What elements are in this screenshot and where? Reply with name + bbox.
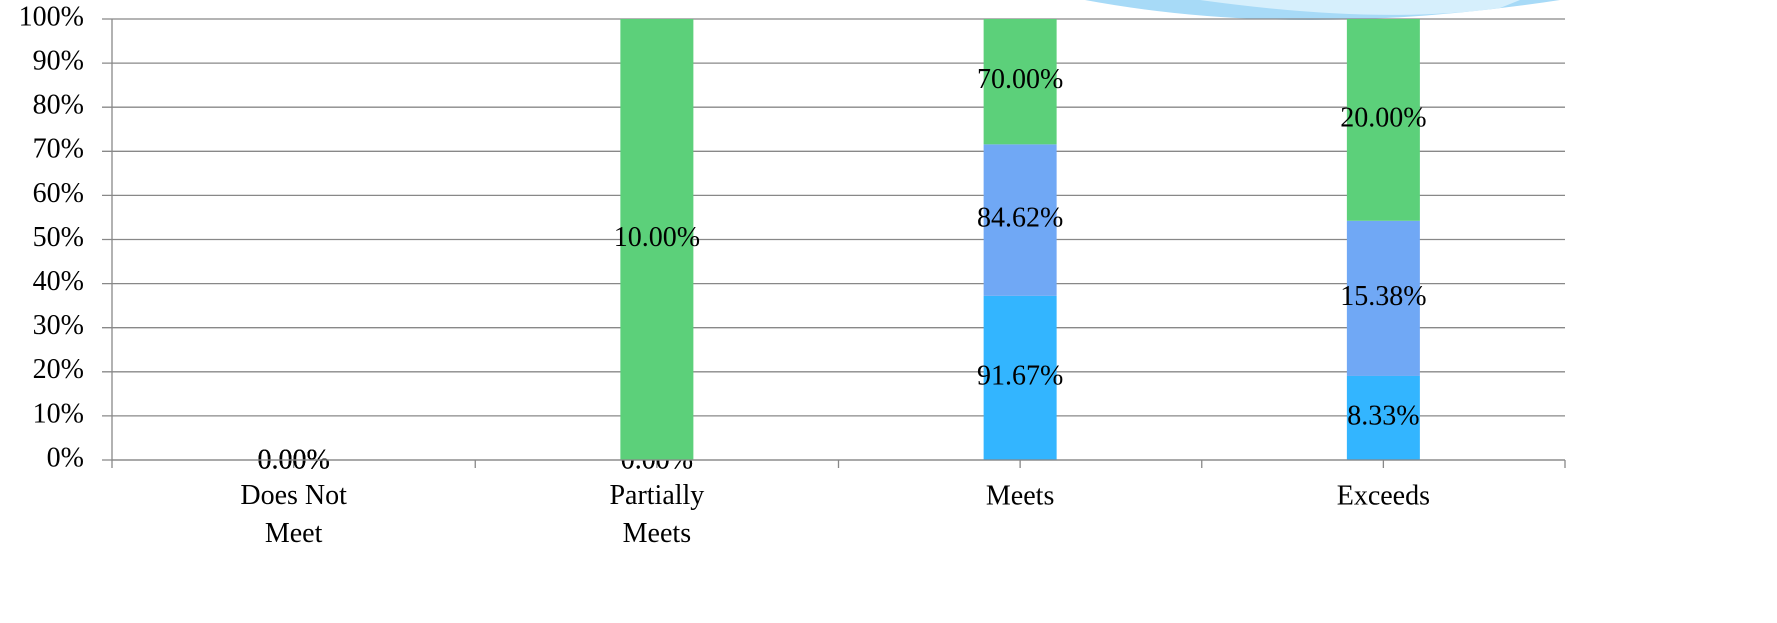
x-tick-label: Meets bbox=[986, 480, 1054, 511]
y-tick-label: 20% bbox=[33, 354, 84, 385]
y-tick-label: 60% bbox=[33, 178, 84, 209]
data-label: 70.00% bbox=[977, 64, 1063, 95]
bar-segment bbox=[983, 295, 1057, 460]
bar-segment bbox=[983, 144, 1057, 296]
decoration bbox=[1200, 0, 1520, 15]
x-tick-label: Partially Meets bbox=[609, 480, 704, 549]
bar-segment bbox=[620, 19, 694, 460]
y-tick-label: 10% bbox=[33, 398, 84, 429]
y-tick-label: 80% bbox=[33, 90, 84, 121]
bar-segment bbox=[1346, 375, 1420, 460]
y-tick-label: 70% bbox=[33, 134, 84, 165]
y-tick-label: 90% bbox=[33, 46, 84, 77]
x-tick-label: Does Not Meet bbox=[240, 480, 347, 549]
y-tick-label: 100% bbox=[19, 1, 84, 32]
y-tick-label: 40% bbox=[33, 266, 84, 297]
data-label: 8.33% bbox=[1347, 400, 1419, 431]
bar-segment bbox=[1346, 220, 1420, 376]
bar-segment bbox=[983, 19, 1057, 145]
y-tick-label: 0% bbox=[47, 442, 84, 473]
data-label: 15.38% bbox=[1340, 281, 1426, 312]
data-label: 20.00% bbox=[1340, 102, 1426, 133]
bar-segment bbox=[1346, 19, 1420, 221]
y-tick-label: 50% bbox=[33, 222, 84, 253]
data-label: 91.67% bbox=[977, 360, 1063, 391]
x-tick-label: Exceeds bbox=[1337, 480, 1430, 511]
y-tick-label: 30% bbox=[33, 310, 84, 341]
data-label: 84.62% bbox=[977, 203, 1063, 234]
data-label: 10.00% bbox=[614, 222, 700, 253]
